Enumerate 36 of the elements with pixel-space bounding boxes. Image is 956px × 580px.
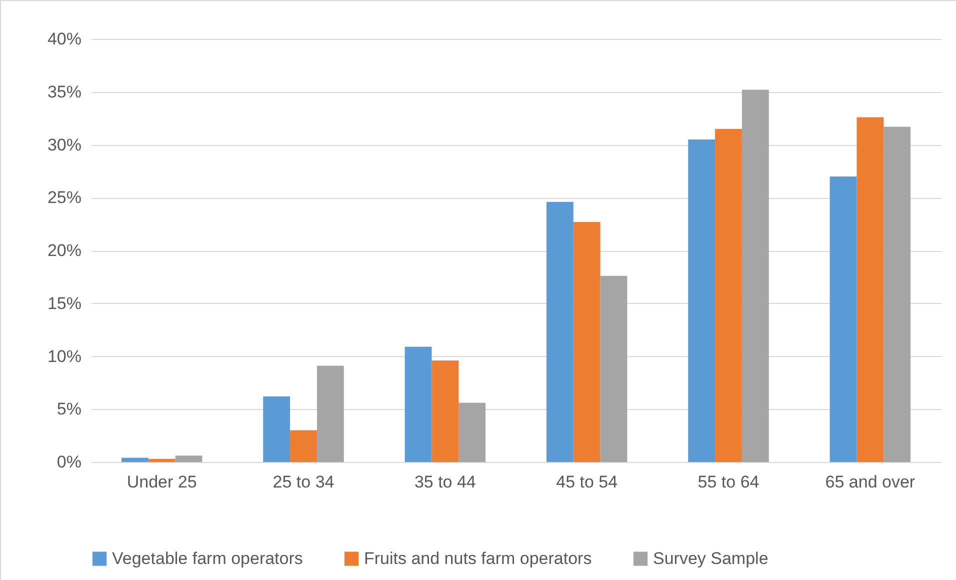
legend-label: Fruits and nuts farm operators (364, 548, 592, 568)
bar (316, 366, 344, 462)
bar (742, 90, 769, 462)
x-tick-label: 55 to 64 (698, 472, 760, 492)
x-tick-label: 35 to 44 (414, 472, 476, 492)
bar (573, 222, 600, 462)
legend-label: Survey Sample (653, 548, 768, 568)
x-tick-label: 45 to 54 (556, 472, 618, 492)
y-tick-label: 30% (47, 135, 82, 154)
bar (175, 456, 202, 462)
bar (856, 117, 884, 462)
bar (404, 346, 432, 462)
bar (688, 139, 716, 462)
bar (830, 176, 857, 462)
y-tick-label: 25% (47, 188, 82, 208)
bar (290, 430, 317, 462)
bar (546, 202, 574, 462)
bar (600, 276, 628, 462)
y-tick-label: 35% (47, 82, 82, 102)
bar (263, 396, 290, 462)
y-tick-label: 15% (47, 294, 82, 313)
bar (884, 126, 911, 462)
bar (458, 402, 486, 462)
bar (121, 458, 148, 462)
bar (432, 360, 459, 462)
y-tick-label: 20% (47, 241, 82, 260)
y-tick-label: 5% (56, 400, 82, 419)
y-tick-label: 0% (56, 452, 82, 472)
x-tick-label: 25 to 34 (272, 472, 334, 492)
y-tick-label: 10% (47, 346, 82, 366)
x-tick-label: 65 and over (825, 472, 916, 492)
y-tick-label: 40% (47, 30, 82, 48)
bar (148, 458, 176, 462)
legend-label: Vegetable farm operators (112, 548, 303, 568)
x-tick-label: Under 25 (126, 472, 197, 492)
bar (715, 128, 742, 462)
